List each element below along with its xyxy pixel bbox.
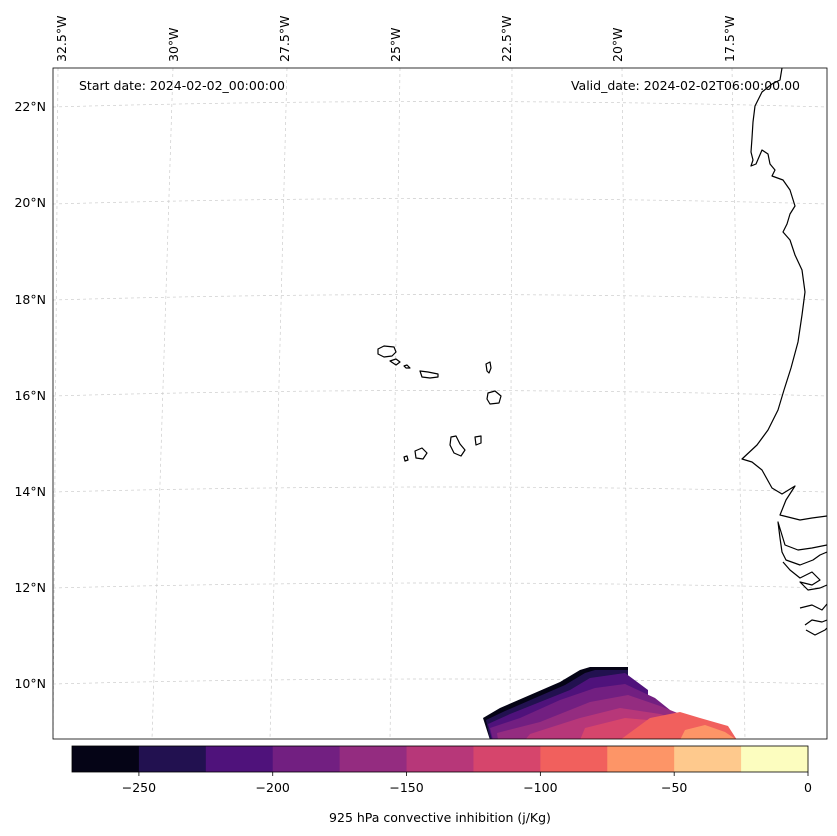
island-santa-luzia [403,364,411,369]
lon-label: 22.5°W [499,16,514,62]
colorbar-segment [205,746,274,772]
lat-label: 18°N [14,292,46,307]
colorbar [72,746,809,772]
lat-label: 10°N [14,676,46,691]
lon-gridline-32.5 [53,68,59,739]
coastlines [377,68,827,636]
lat-label: 16°N [14,388,46,403]
colorbar-segment [138,746,207,772]
colorbar-ticks: −250 −200 −150 −100 −50 0 [122,772,812,795]
colorbar-segment [339,746,408,772]
lon-label: 17.5°W [722,16,737,62]
lat-gridline-14 [53,486,827,493]
lon-gridline-20 [621,68,629,739]
lon-label: 20°W [610,27,625,62]
colorbar-segment [741,746,809,772]
colorbar-tick-label: −100 [523,780,557,795]
island-santiago [449,435,466,457]
colorbar-segment [72,746,140,772]
lon-gridline-27.5 [269,68,288,739]
island-sal [485,361,492,374]
colorbar-segment [406,746,474,772]
colorbar-tick-label: −50 [661,780,687,795]
lat-gridline-20 [53,198,827,205]
start-date-label: Start date: 2024-02-02_00:00:00 [79,78,285,93]
lat-label: 20°N [14,195,46,210]
lon-labels: 32.5°W 30°W 27.5°W 25°W 22.5°W 20°W 17.5… [54,16,737,62]
lat-gridline-12 [53,582,827,589]
lon-gridline-25 [389,68,401,739]
island-brava [403,455,409,462]
lon-label: 25°W [388,27,403,62]
lat-gridline-16 [53,390,827,397]
lat-labels: 22°N 20°N 18°N 16°N 14°N 12°N 10°N [14,99,46,691]
africa-coastline [741,68,827,521]
lon-label: 30°W [166,27,181,62]
lat-gridline-10 [53,678,827,685]
cin-band-9 [680,725,736,739]
colorbar-frame [71,745,809,773]
colorbar-segment [607,746,675,772]
island-boa-vista [486,390,502,405]
gridlines [53,68,827,739]
colorbar-segment [540,746,608,772]
lat-gridline-22 [53,101,827,108]
valid-date-label: Valid_date: 2024-02-02T06:00:00.00 [571,78,800,93]
colorbar-tick-label: −200 [256,780,290,795]
lon-gridline-30 [151,68,174,739]
colorbar-tick-label: −250 [122,780,156,795]
island-fogo [414,447,428,460]
island-maio [474,435,482,446]
colorbar-tick-label: 0 [804,780,812,795]
lon-label: 27.5°W [277,16,292,62]
colorbar-segment [272,746,341,772]
colorbar-segment [674,746,742,772]
lon-gridline-17.5 [731,68,746,739]
africa-coastline-south [777,521,827,636]
island-sao-nicolau [419,370,439,379]
colorbar-segment [473,746,541,772]
lat-gridline-18 [53,294,827,301]
island-sao-vicente [389,358,401,366]
lat-label: 14°N [14,484,46,499]
cin-contours [483,667,737,739]
map-frame [52,67,828,740]
colorbar-label: 925 hPa convective inhibition (j/Kg) [329,810,551,825]
island-santo-antao [377,345,397,358]
lat-label: 12°N [14,580,46,595]
colorbar-tick-label: −150 [389,780,423,795]
map-panel [53,68,827,739]
lon-gridline-22.5 [509,68,513,739]
lat-label: 22°N [14,99,46,114]
lon-label: 32.5°W [54,16,69,62]
